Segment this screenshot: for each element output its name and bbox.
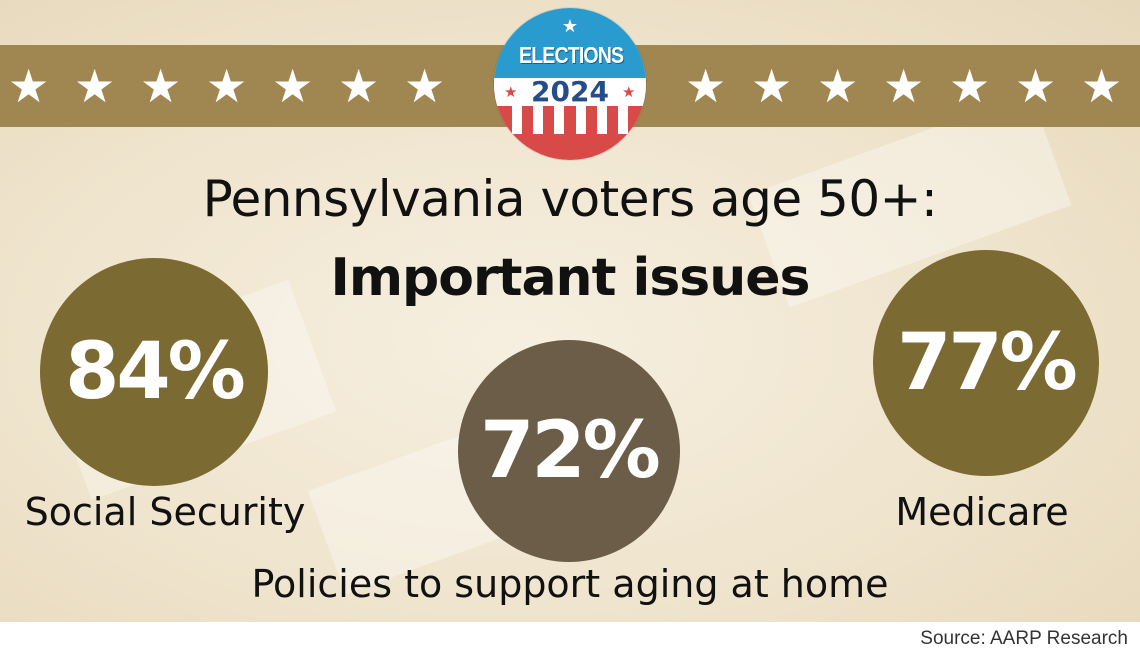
star-icon: ★ [817,59,859,113]
aging-at-home-percent: 72% [458,340,680,562]
star-icon: ★ [1081,59,1123,113]
badge-year-text: 2024 [531,75,609,108]
badge-white-band [494,78,646,106]
medicare-percent: 77% [873,250,1099,476]
social-security-label: Social Security [24,490,306,534]
star-icon: ★ [338,59,380,113]
social-security-percent: 84% [40,258,268,486]
aging-at-home-label: Policies to support aging at home [251,562,889,606]
badge-star-icon: ★ [504,83,518,101]
star-icon: ★ [685,59,727,113]
star-icon: ★ [404,59,446,113]
badge-star-icon: ★ [622,83,636,101]
title-line-2: Important issues [330,248,810,308]
stars-right: ★ ★ ★ ★ ★ ★ ★ [685,45,1123,127]
infographic: ★ ★ ★ ★ ★ ★ ★ ★ ★ ★ ★ ★ ★ ★ ★ ELECTIONS … [0,0,1140,622]
star-icon: ★ [751,59,793,113]
star-icon: ★ [272,59,314,113]
stars-left: ★ ★ ★ ★ ★ ★ ★ [8,45,446,127]
source-credit: Source: AARP Research [920,628,1128,649]
title-line-1: Pennsylvania voters age 50+: [202,170,938,228]
badge-stripes [512,104,628,134]
medicare-label: Medicare [895,490,1069,534]
badge-elections-text: ELECTIONS [519,42,624,68]
elections-badge: ★ ELECTIONS ★ 2024 ★ [494,8,646,160]
star-icon: ★ [74,59,116,113]
star-icon: ★ [1015,59,1057,113]
star-icon: ★ [949,59,991,113]
star-icon: ★ [883,59,925,113]
badge-blue-field [494,8,646,84]
star-icon: ★ [8,59,50,113]
star-icon: ★ [140,59,182,113]
star-icon: ★ [206,59,248,113]
badge-star-icon: ★ [561,16,579,37]
